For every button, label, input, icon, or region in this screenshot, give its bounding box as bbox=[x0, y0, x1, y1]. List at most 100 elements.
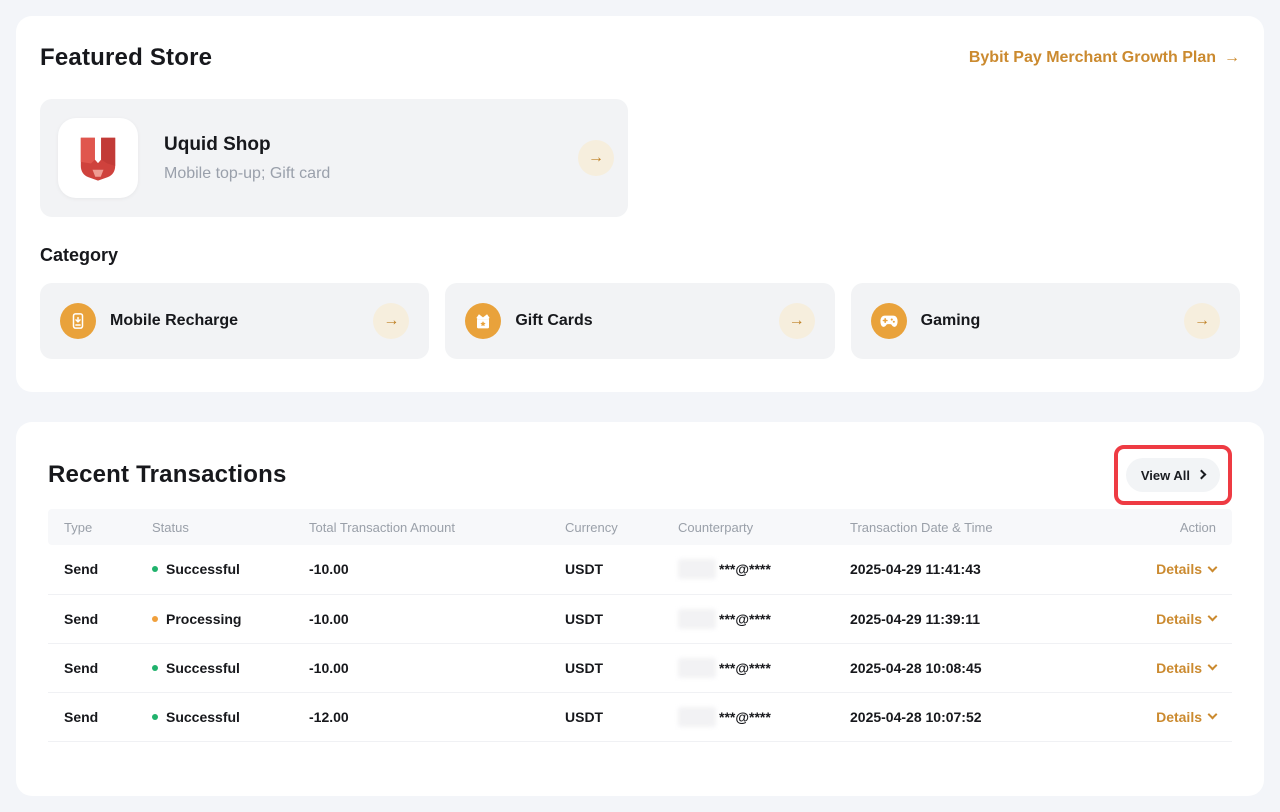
counterparty-text: ***@**** bbox=[719, 659, 771, 676]
details-label: Details bbox=[1156, 708, 1202, 725]
featured-store-title: Featured Store bbox=[40, 44, 213, 71]
cell-type: Send bbox=[48, 643, 136, 693]
column-header-type: Type bbox=[48, 509, 136, 545]
store-subtitle: Mobile top-up; Gift card bbox=[164, 164, 331, 182]
cell-datetime: 2025-04-28 10:08:45 bbox=[834, 643, 1100, 693]
details-link[interactable]: Details bbox=[1156, 708, 1218, 725]
chevron-down-icon bbox=[1207, 709, 1218, 720]
cell-currency: USDT bbox=[549, 545, 662, 595]
cell-currency: USDT bbox=[549, 594, 662, 644]
arrow-right-icon: → bbox=[588, 149, 604, 166]
cell-status: Successful bbox=[136, 545, 293, 595]
column-header-action: Action bbox=[1100, 509, 1232, 545]
cell-status: Processing bbox=[136, 594, 293, 644]
table-row: Send Processing -10.00 USDT ***@**** 202… bbox=[48, 594, 1232, 644]
details-link[interactable]: Details bbox=[1156, 561, 1218, 578]
counterparty-text: ***@**** bbox=[719, 610, 771, 627]
category-card-gift-cards[interactable]: Gift Cards → bbox=[445, 283, 835, 359]
transactions-table: Type Status Total Transaction Amount Cur… bbox=[48, 509, 1232, 742]
category-title: Category bbox=[40, 245, 119, 265]
category-row: Mobile Recharge → Gift Cards → bbox=[40, 283, 1240, 359]
view-all-label: View All bbox=[1140, 467, 1190, 483]
arrow-right-icon: → bbox=[1224, 49, 1240, 66]
store-text: Uquid Shop Mobile top-up; Gift card bbox=[164, 134, 578, 183]
transactions-title: Recent Transactions bbox=[48, 461, 287, 488]
arrow-right-icon: → bbox=[383, 312, 400, 329]
table-row: Send Successful -12.00 USDT ***@**** 202… bbox=[48, 692, 1232, 742]
uquid-logo bbox=[58, 118, 138, 198]
store-arrow-button[interactable]: → bbox=[578, 140, 614, 176]
category-label: Mobile Recharge bbox=[110, 312, 239, 329]
cell-counterparty: ***@**** bbox=[662, 594, 834, 644]
category-card-mobile-recharge[interactable]: Mobile Recharge → bbox=[40, 283, 430, 359]
category-card-gaming[interactable]: Gaming → bbox=[850, 283, 1240, 359]
cell-amount: -10.00 bbox=[293, 545, 549, 595]
status-text: Successful bbox=[166, 708, 240, 725]
arrow-right-icon: → bbox=[1193, 312, 1210, 329]
cell-counterparty: ***@**** bbox=[662, 692, 834, 742]
view-all-button[interactable]: View All bbox=[1125, 458, 1220, 492]
cell-datetime: 2025-04-29 11:41:43 bbox=[834, 545, 1100, 595]
status-dot bbox=[152, 713, 158, 720]
cell-currency: USDT bbox=[549, 643, 662, 693]
status-text: Processing bbox=[166, 610, 242, 627]
cell-action: Details bbox=[1100, 594, 1232, 644]
table-row: Send Successful -10.00 USDT ***@**** 202… bbox=[48, 643, 1232, 693]
cell-counterparty: ***@**** bbox=[662, 643, 834, 693]
column-header-currency: Currency bbox=[549, 509, 662, 545]
status-dot bbox=[152, 615, 158, 622]
featured-header: Featured Store Bybit Pay Merchant Growth… bbox=[40, 44, 1240, 72]
merchant-growth-plan-label: Bybit Pay Merchant Growth Plan bbox=[968, 49, 1216, 66]
redacted-blur bbox=[678, 706, 716, 727]
cell-currency: USDT bbox=[549, 692, 662, 742]
cell-datetime: 2025-04-28 10:07:52 bbox=[834, 692, 1100, 742]
category-arrow-button[interactable]: → bbox=[1183, 303, 1220, 339]
cell-action: Details bbox=[1100, 643, 1232, 693]
category-arrow-button[interactable]: → bbox=[373, 303, 410, 339]
arrow-right-icon: → bbox=[788, 312, 805, 329]
chevron-right-icon bbox=[1196, 469, 1207, 480]
cell-amount: -12.00 bbox=[293, 692, 549, 742]
status-dot bbox=[152, 566, 158, 573]
redacted-blur bbox=[678, 657, 716, 678]
column-header-amount: Total Transaction Amount bbox=[293, 509, 549, 545]
cell-type: Send bbox=[48, 692, 136, 742]
cell-action: Details bbox=[1100, 692, 1232, 742]
details-label: Details bbox=[1156, 561, 1202, 578]
featured-store-card: Featured Store Bybit Pay Merchant Growth… bbox=[16, 16, 1264, 392]
details-link[interactable]: Details bbox=[1156, 610, 1218, 627]
transactions-header: Recent Transactions View All bbox=[48, 445, 1232, 505]
details-label: Details bbox=[1156, 610, 1202, 627]
chevron-down-icon bbox=[1207, 611, 1218, 622]
chevron-down-icon bbox=[1207, 562, 1218, 573]
table-header-row: Type Status Total Transaction Amount Cur… bbox=[48, 509, 1232, 545]
cell-type: Send bbox=[48, 594, 136, 644]
category-label: Gift Cards bbox=[515, 312, 593, 329]
table-row: Send Successful -10.00 USDT ***@**** 202… bbox=[48, 545, 1232, 595]
gaming-icon bbox=[870, 303, 907, 339]
column-header-datetime: Transaction Date & Time bbox=[834, 509, 1100, 545]
cell-datetime: 2025-04-29 11:39:11 bbox=[834, 594, 1100, 644]
view-all-wrap: View All bbox=[1113, 445, 1232, 505]
cell-counterparty: ***@**** bbox=[662, 545, 834, 595]
mobile-recharge-icon bbox=[60, 303, 96, 339]
details-label: Details bbox=[1156, 659, 1202, 676]
store-tile-uquid[interactable]: Uquid Shop Mobile top-up; Gift card → bbox=[40, 99, 628, 217]
cell-amount: -10.00 bbox=[293, 643, 549, 693]
status-text: Successful bbox=[166, 561, 240, 578]
counterparty-text: ***@**** bbox=[719, 708, 771, 725]
redacted-blur bbox=[678, 559, 716, 580]
category-arrow-button[interactable]: → bbox=[778, 303, 815, 339]
redacted-blur bbox=[678, 608, 716, 629]
cell-status: Successful bbox=[136, 643, 293, 693]
category-label: Gaming bbox=[920, 312, 981, 329]
column-header-status: Status bbox=[136, 509, 293, 545]
cell-amount: -10.00 bbox=[293, 594, 549, 644]
recent-transactions-card: Recent Transactions View All Type Status… bbox=[16, 422, 1264, 796]
cell-status: Successful bbox=[136, 692, 293, 742]
merchant-growth-plan-link[interactable]: Bybit Pay Merchant Growth Plan → bbox=[969, 49, 1240, 67]
store-name: Uquid Shop bbox=[164, 133, 271, 155]
status-dot bbox=[152, 664, 158, 671]
details-link[interactable]: Details bbox=[1156, 659, 1218, 676]
